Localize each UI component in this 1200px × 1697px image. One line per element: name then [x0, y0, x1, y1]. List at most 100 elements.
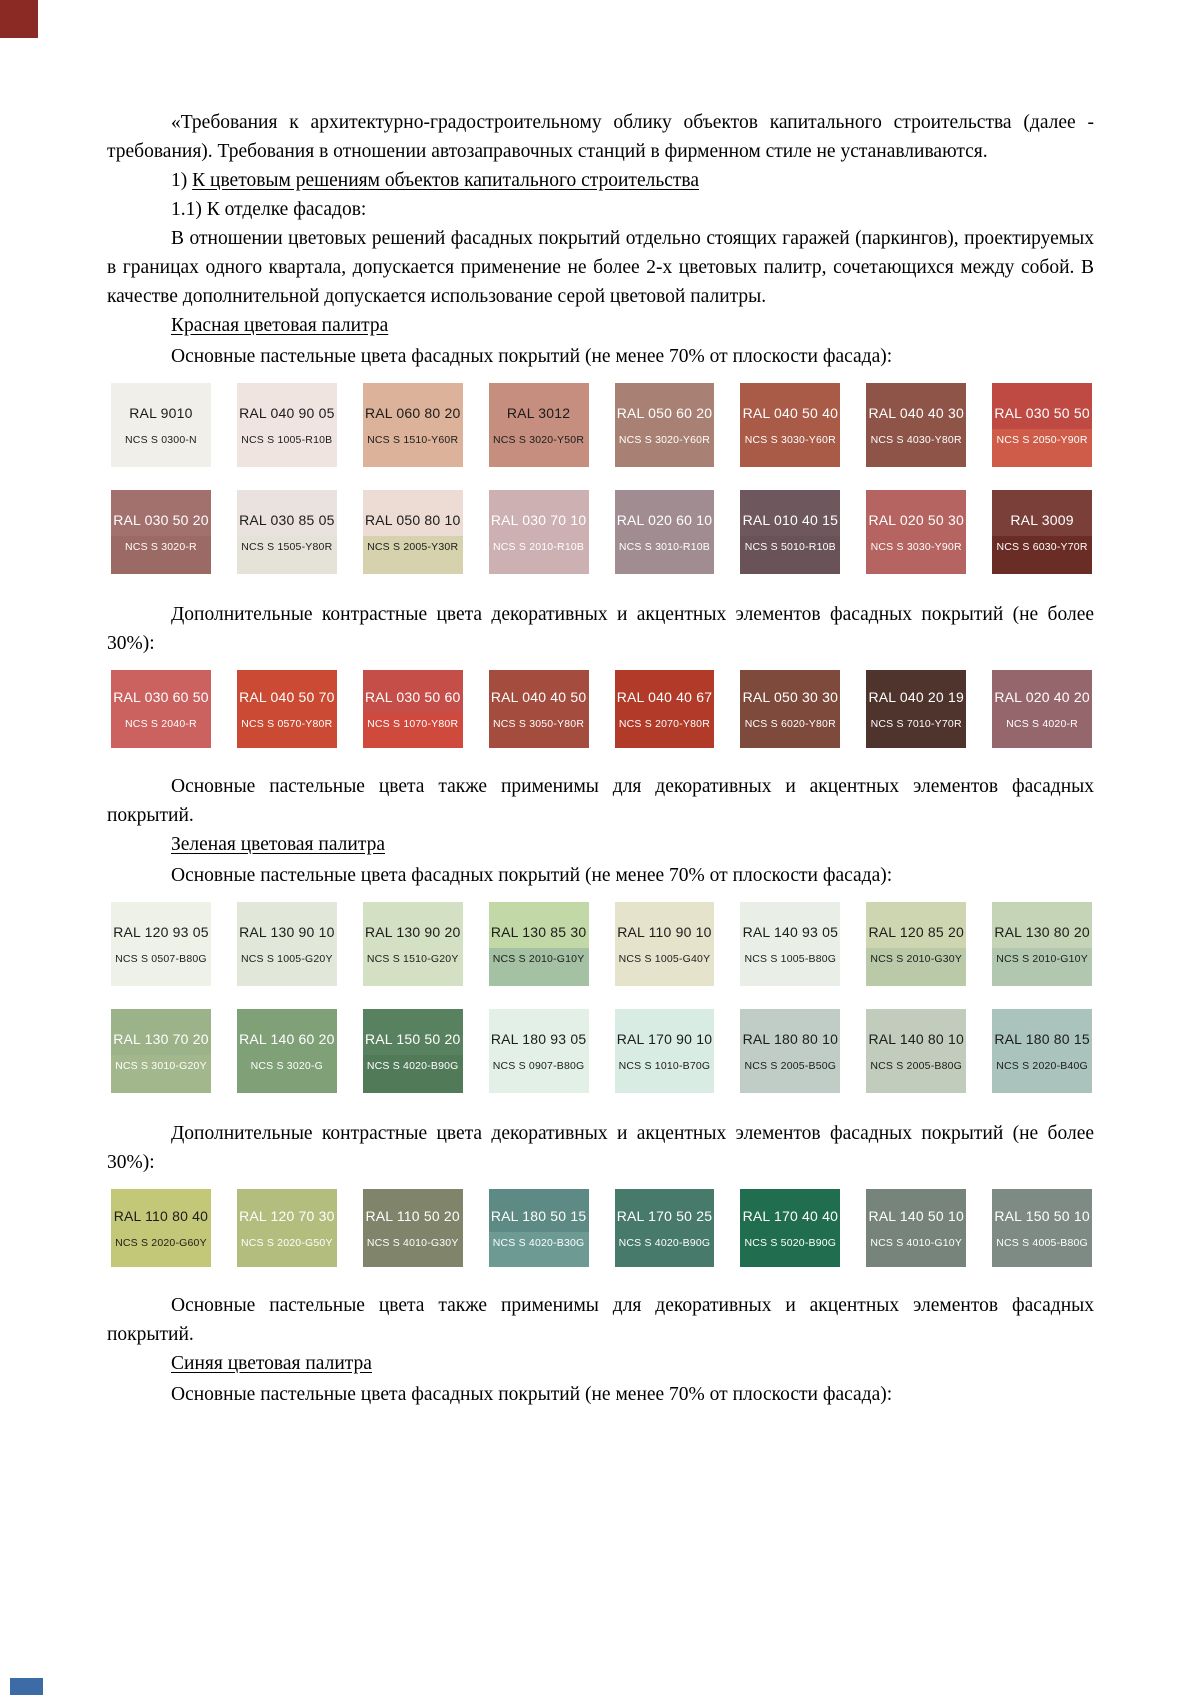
- ral-code-label: RAL 030 60 50: [113, 688, 209, 705]
- ral-code-label: RAL 130 70 20: [113, 1030, 209, 1047]
- ncs-code-label: NCS S 1005-G20Y: [240, 952, 333, 965]
- red-palette-title: Красная цветовая палитра: [171, 315, 389, 336]
- ncs-code-label: NCS S 4010-G30Y: [366, 1236, 459, 1249]
- color-swatch: RAL 020 50 30 NCS S 3030-Y90R: [866, 490, 967, 574]
- color-swatch: RAL 140 93 05 NCS S 1005-B80G: [740, 902, 841, 986]
- color-swatch: RAL 020 40 20 NCS S 4020-R: [992, 670, 1092, 748]
- color-swatch: RAL 130 85 30 NCS S 2010-G10Y: [488, 902, 589, 986]
- section-1-1-heading: 1.1) К отделке фасадов:: [171, 199, 367, 220]
- color-swatch: RAL 110 80 40 NCS S 2020-G60Y: [111, 1189, 211, 1267]
- ncs-code-label: NCS S 6020-Y80R: [744, 717, 836, 730]
- color-swatch: RAL 180 80 15 NCS S 2020-B40G: [992, 1009, 1092, 1093]
- document-body: «Требования к архитектурно-градостроител…: [107, 108, 1094, 1409]
- ncs-code-label: NCS S 1510-G20Y: [366, 952, 459, 965]
- color-swatch: RAL 040 40 30 NCS S 4030-Y80R: [866, 383, 967, 467]
- ral-code-label: RAL 040 20 19: [868, 688, 964, 705]
- green-main-swatch-row-1: RAL 120 93 05 NCS S 0507-B80G RAL 130 90 1…: [111, 902, 1092, 986]
- color-swatch: RAL 130 90 20 NCS S 1510-G20Y: [362, 902, 463, 986]
- ral-code-label: RAL 040 90 05: [239, 404, 335, 421]
- ral-code-label: RAL 9010: [129, 404, 193, 421]
- ncs-code-label: NCS S 1510-Y60R: [367, 433, 459, 446]
- ral-code-label: RAL 150 50 20: [364, 1030, 461, 1047]
- red-palette-note: Основные пастельные цвета также применим…: [107, 776, 1094, 826]
- ncs-code-label: NCS S 7010-Y70R: [870, 717, 962, 730]
- ral-code-label: RAL 050 30 30: [742, 688, 839, 705]
- color-swatch: RAL 150 50 20 NCS S 4020-B90G: [362, 1009, 463, 1093]
- ral-code-label: RAL 170 90 10: [616, 1030, 713, 1047]
- ral-code-label: RAL 120 93 05: [113, 923, 209, 940]
- ral-code-label: RAL 010 40 15: [742, 511, 839, 528]
- ncs-code-label: NCS S 2005-B80G: [870, 1059, 963, 1072]
- section-1-title: К цветовым решениям объектов капитальног…: [192, 170, 700, 191]
- ncs-code-label: NCS S 2020-G50Y: [240, 1236, 333, 1249]
- ral-code-label: RAL 120 70 30: [239, 1207, 335, 1224]
- ncs-code-label: NCS S 0907-B80G: [492, 1059, 585, 1072]
- page-edge-artifact-top-left: [0, 0, 38, 38]
- ncs-code-label: NCS S 4020-R: [1006, 717, 1078, 730]
- color-swatch: RAL 180 80 10 NCS S 2005-B50G: [740, 1009, 841, 1093]
- ral-code-label: RAL 020 60 10: [616, 511, 713, 528]
- facade-rules-paragraph: В отношении цветовых решений фасадных по…: [107, 228, 1094, 307]
- ncs-code-label: NCS S 4005-B80G: [996, 1236, 1088, 1249]
- ncs-code-label: NCS S 1005-G40Y: [618, 952, 711, 965]
- color-swatch: RAL 110 50 20 NCS S 4010-G30Y: [362, 1189, 463, 1267]
- blue-main-colors-label: Основные пастельные цвета фасадных покры…: [171, 1384, 893, 1405]
- ral-code-label: RAL 180 80 10: [742, 1030, 839, 1047]
- color-swatch: RAL 110 90 10 NCS S 1005-G40Y: [614, 902, 715, 986]
- ral-code-label: RAL 030 85 05: [239, 511, 335, 528]
- color-swatch: RAL 130 80 20 NCS S 2010-G10Y: [992, 902, 1092, 986]
- ncs-code-label: NCS S 2010-G10Y: [996, 952, 1088, 965]
- ral-code-label: RAL 170 50 25: [616, 1207, 713, 1224]
- color-swatch: RAL 050 80 10 NCS S 2005-Y30R: [362, 490, 463, 574]
- color-swatch: RAL 040 50 40 NCS S 3030-Y60R: [740, 383, 841, 467]
- color-swatch: RAL 060 80 20 NCS S 1510-Y60R: [362, 383, 463, 467]
- color-swatch: RAL 180 50 15 NCS S 4020-B30G: [488, 1189, 589, 1267]
- ral-code-label: RAL 040 40 67: [616, 688, 713, 705]
- color-swatch: RAL 3012 NCS S 3020-Y50R: [488, 383, 589, 467]
- color-swatch: RAL 140 80 10 NCS S 2005-B80G: [866, 1009, 967, 1093]
- ral-code-label: RAL 040 40 50: [490, 688, 587, 705]
- section-1-heading: 1) К цветовым решениям объектов капиталь…: [107, 166, 1094, 195]
- ncs-code-label: NCS S 5020-B90G: [744, 1236, 837, 1249]
- color-swatch: RAL 040 40 67 NCS S 2070-Y80R: [614, 670, 715, 748]
- ral-code-label: RAL 140 50 10: [868, 1207, 964, 1224]
- ral-code-label: RAL 110 90 10: [617, 923, 712, 940]
- intro-paragraph: «Требования к архитектурно-градостроител…: [107, 112, 1094, 162]
- color-swatch: RAL 120 70 30 NCS S 2020-G50Y: [236, 1189, 337, 1267]
- color-swatch: RAL 030 85 05 NCS S 1505-Y80R: [236, 490, 337, 574]
- ral-code-label: RAL 120 85 20: [868, 923, 964, 940]
- ral-code-label: RAL 170 40 40: [742, 1207, 839, 1224]
- ncs-code-label: NCS S 1005-B80G: [744, 952, 837, 965]
- ncs-code-label: NCS S 5010-R10B: [744, 540, 836, 553]
- ncs-code-label: NCS S 4020-B30G: [492, 1236, 585, 1249]
- color-swatch: RAL 030 50 20 NCS S 3020-R: [111, 490, 211, 574]
- color-swatch: RAL 040 50 70 NCS S 0570-Y80R: [236, 670, 337, 748]
- green-main-colors-label: Основные пастельные цвета фасадных покры…: [171, 865, 893, 886]
- color-swatch: RAL 140 60 20 NCS S 3020-G: [236, 1009, 337, 1093]
- green-contrast-swatch-row: RAL 110 80 40 NCS S 2020-G60Y RAL 120 70 3…: [111, 1189, 1092, 1267]
- ncs-code-label: NCS S 1005-R10B: [241, 433, 333, 446]
- red-main-colors-label: Основные пастельные цвета фасадных покры…: [171, 346, 893, 367]
- red-contrast-colors-label: Дополнительные контрастные цвета декорат…: [107, 604, 1094, 654]
- ncs-code-label: NCS S 2040-R: [125, 717, 197, 730]
- ncs-code-label: NCS S 2050-Y90R: [996, 433, 1088, 446]
- color-swatch: RAL 170 50 25 NCS S 4020-B90G: [614, 1189, 715, 1267]
- ral-code-label: RAL 030 50 60: [364, 688, 461, 705]
- ral-code-label: RAL 030 50 20: [113, 511, 209, 528]
- ral-code-label: RAL 050 60 20: [616, 404, 713, 421]
- ncs-code-label: NCS S 3010-G20Y: [115, 1059, 207, 1072]
- ral-code-label: RAL 040 50 40: [742, 404, 839, 421]
- ncs-code-label: NCS S 2005-Y30R: [367, 540, 459, 553]
- color-swatch: RAL 170 40 40 NCS S 5020-B90G: [740, 1189, 841, 1267]
- color-swatch: RAL 040 20 19 NCS S 7010-Y70R: [866, 670, 967, 748]
- ncs-code-label: NCS S 3020-R: [125, 540, 197, 553]
- color-swatch: RAL 9010 NCS S 0300-N: [111, 383, 211, 467]
- ral-code-label: RAL 040 50 70: [239, 688, 335, 705]
- ncs-code-label: NCS S 3050-Y80R: [492, 717, 585, 730]
- ral-code-label: RAL 3009: [1010, 511, 1074, 528]
- ral-code-label: RAL 020 50 30: [868, 511, 964, 528]
- ral-code-label: RAL 020 40 20: [994, 688, 1090, 705]
- green-palette-note: Основные пастельные цвета также применим…: [107, 1295, 1094, 1345]
- ncs-code-label: NCS S 4020-B90G: [366, 1059, 459, 1072]
- green-contrast-colors-label: Дополнительные контрастные цвета декорат…: [107, 1123, 1094, 1173]
